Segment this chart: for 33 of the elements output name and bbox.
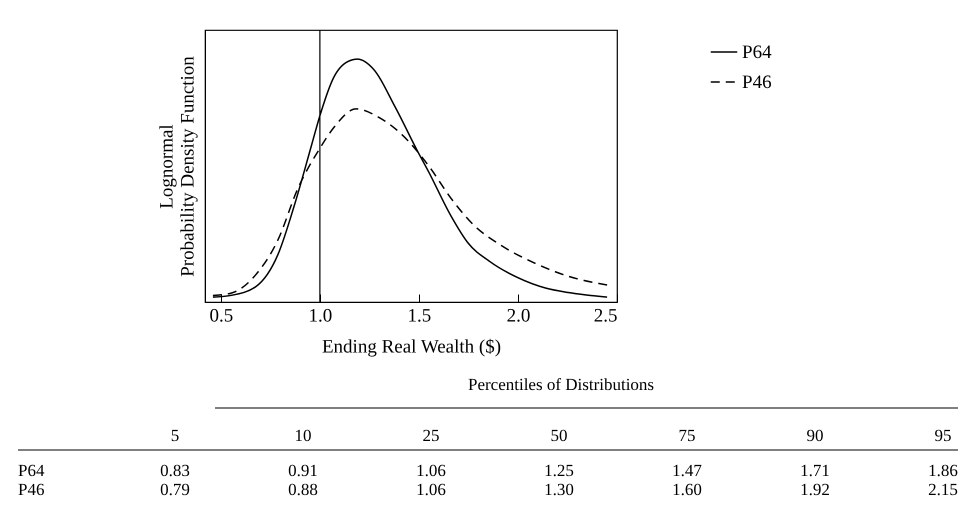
category-label: 95 <box>934 426 952 445</box>
category-label: 50 <box>550 426 568 445</box>
x-tick-label: 1.0 <box>308 306 332 326</box>
data-label: 1.06 <box>416 461 446 480</box>
data-label: 1.30 <box>544 480 574 499</box>
y-axis-title: Lognormal Probability Density Function <box>156 56 198 277</box>
x-tick-label: 2.0 <box>506 306 530 326</box>
data-label: 1.47 <box>672 461 702 480</box>
category-label: 10 <box>294 426 312 445</box>
data-label: 1.06 <box>416 480 446 499</box>
data-label: 1.86 <box>928 461 958 480</box>
x-tick-label: 0.5 <box>209 306 234 326</box>
x-tick-label: 2.5 <box>594 306 618 326</box>
data-label: 1.92 <box>800 480 830 499</box>
category-label: 5 <box>170 426 180 445</box>
legend-label: P64 <box>742 42 772 63</box>
x-tick-label: 1.5 <box>408 306 432 326</box>
data-label: 1.25 <box>544 461 574 480</box>
x-axis-title: Ending Real Wealth ($) <box>322 336 502 358</box>
category-label: 90 <box>806 426 824 445</box>
data-label: 1.71 <box>800 461 830 480</box>
data-label: 2.15 <box>928 480 958 499</box>
data-label: 0.83 <box>160 461 190 480</box>
legend-label: P46 <box>742 72 772 93</box>
data-label: 1.60 <box>672 480 702 499</box>
data-label: 0.91 <box>288 461 318 480</box>
text: P46 <box>18 480 44 499</box>
category-label: 25 <box>422 426 440 445</box>
category-label: 75 <box>678 426 696 445</box>
data-label: 0.88 <box>288 480 318 499</box>
text: Percentiles of Distributions <box>468 375 654 394</box>
series-label: P64 <box>18 461 45 480</box>
data-label: 0.79 <box>160 480 190 499</box>
